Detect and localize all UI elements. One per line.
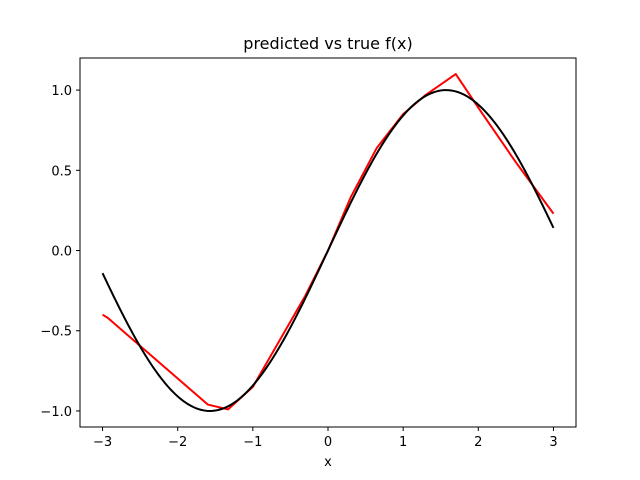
y-tick-label: −0.5 [40,325,72,340]
plot-area [101,73,555,412]
x-axis: −3 −2 −1 0 1 2 3 [93,427,558,450]
y-axis: −1.0 −0.5 0.0 0.5 1.0 [40,84,80,420]
y-tick-label: 0.5 [51,164,72,179]
x-tick-label: −1 [243,435,262,450]
x-tick-label: 2 [474,435,482,450]
chart-title: predicted vs true f(x) [243,34,412,53]
x-tick-label: −2 [168,435,187,450]
x-axis-label: x [324,455,332,470]
y-tick-label: 1.0 [51,84,72,99]
x-tick-label: 3 [549,435,557,450]
series-line-predicted [102,73,555,411]
plot-frame [79,57,577,428]
y-tick-label: −1.0 [40,405,72,420]
x-tick-label: 0 [324,435,332,450]
series-line-true [101,89,555,412]
x-tick-label: −3 [93,435,112,450]
y-tick-label: 0.0 [51,245,72,260]
x-tick-label: 1 [399,435,407,450]
